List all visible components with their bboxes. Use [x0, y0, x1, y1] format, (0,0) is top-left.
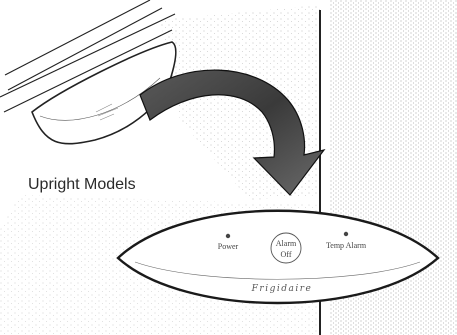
- door-frame-lines: [0, 0, 176, 113]
- upright-models-caption: Upright Models: [28, 176, 136, 193]
- alarm-off-button[interactable]: [270, 232, 302, 264]
- brand-logo: Frigidaire: [251, 284, 313, 294]
- alarm-off-label-line2: Off: [281, 250, 292, 259]
- temp-alarm-label: Temp Alarm: [326, 241, 367, 250]
- temp-alarm-indicator-light: [343, 231, 349, 237]
- large-control-panel: Power Alarm Off Temp Alarm Frigidaire: [116, 209, 440, 305]
- curved-arrow-icon: [139, 69, 326, 196]
- alarm-off-label-line1: Alarm: [276, 239, 297, 248]
- power-label: Power: [218, 242, 239, 251]
- power-indicator-light: [225, 233, 231, 239]
